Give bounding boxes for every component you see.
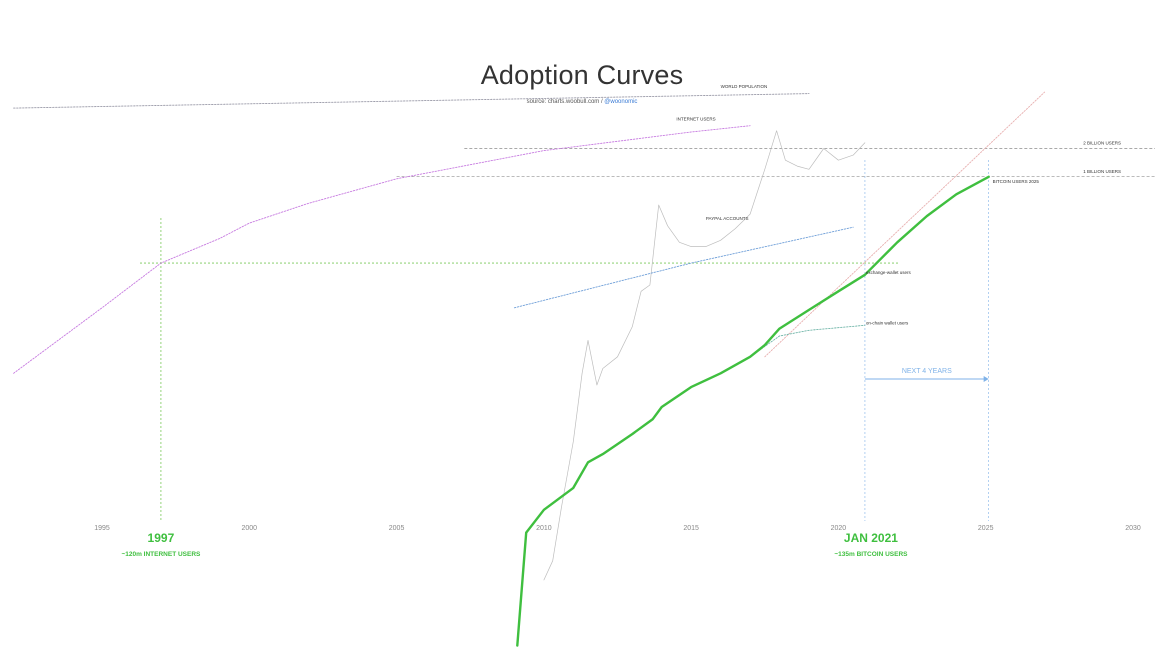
projection-arrowhead bbox=[983, 376, 989, 382]
x-tick-2015: 2015 bbox=[683, 525, 699, 532]
x-tick-2025: 2025 bbox=[978, 525, 994, 532]
ref-label-2-billion-users: 2 BILLION USERS bbox=[1083, 141, 1121, 146]
source-handle: @woonomic bbox=[604, 99, 638, 105]
marker-1997-label: 1997 bbox=[148, 531, 175, 545]
ref-label-1-billion-users: 1 BILLION USERS bbox=[1083, 169, 1121, 174]
series-paypal-accounts bbox=[513, 226, 854, 309]
marker-1997-detail: ~120m INTERNET USERS bbox=[121, 551, 201, 558]
x-tick-1995: 1995 bbox=[94, 525, 110, 532]
marker-jan2021-label: JAN 2021 bbox=[844, 531, 898, 545]
x-tick-2005: 2005 bbox=[389, 525, 405, 532]
chart-title: Adoption Curves bbox=[480, 60, 684, 90]
source-prefix: source: charts.woobull.com / bbox=[526, 99, 605, 105]
x-tick-2020: 2020 bbox=[831, 525, 847, 532]
series-projection bbox=[764, 91, 1046, 358]
annotation-exchange-wallet-users: exchange-wallet users bbox=[866, 270, 912, 275]
x-tick-2000: 2000 bbox=[241, 525, 257, 532]
x-tick-2030: 2030 bbox=[1125, 525, 1141, 532]
series-price bbox=[543, 130, 866, 581]
series-internet-users bbox=[13, 125, 751, 374]
annotation-bitcoin-users-2025: BITCOIN USERS 2025 bbox=[993, 179, 1040, 184]
series-world-population bbox=[13, 93, 810, 109]
marker-jan2021-detail: ~135m BITCOIN USERS bbox=[834, 551, 908, 558]
annotation-internet-users: INTERNET USERS bbox=[676, 116, 715, 121]
chart-source: source: charts.woobull.com / @woonomic bbox=[0, 99, 1164, 105]
series-on-chain-wallet-users bbox=[758, 324, 866, 352]
annotation-world-population: WORLD POPULATION bbox=[721, 84, 768, 89]
annotation-paypal-accounts: PAYPAL ACCOUNTS bbox=[706, 216, 749, 221]
projection-arrow-label: NEXT 4 YEARS bbox=[902, 368, 952, 375]
x-tick-2010: 2010 bbox=[536, 525, 552, 532]
annotation-on-chain-wallet-users: on-chain wallet users bbox=[866, 320, 909, 325]
series-exchange-wallet-users bbox=[516, 175, 990, 647]
